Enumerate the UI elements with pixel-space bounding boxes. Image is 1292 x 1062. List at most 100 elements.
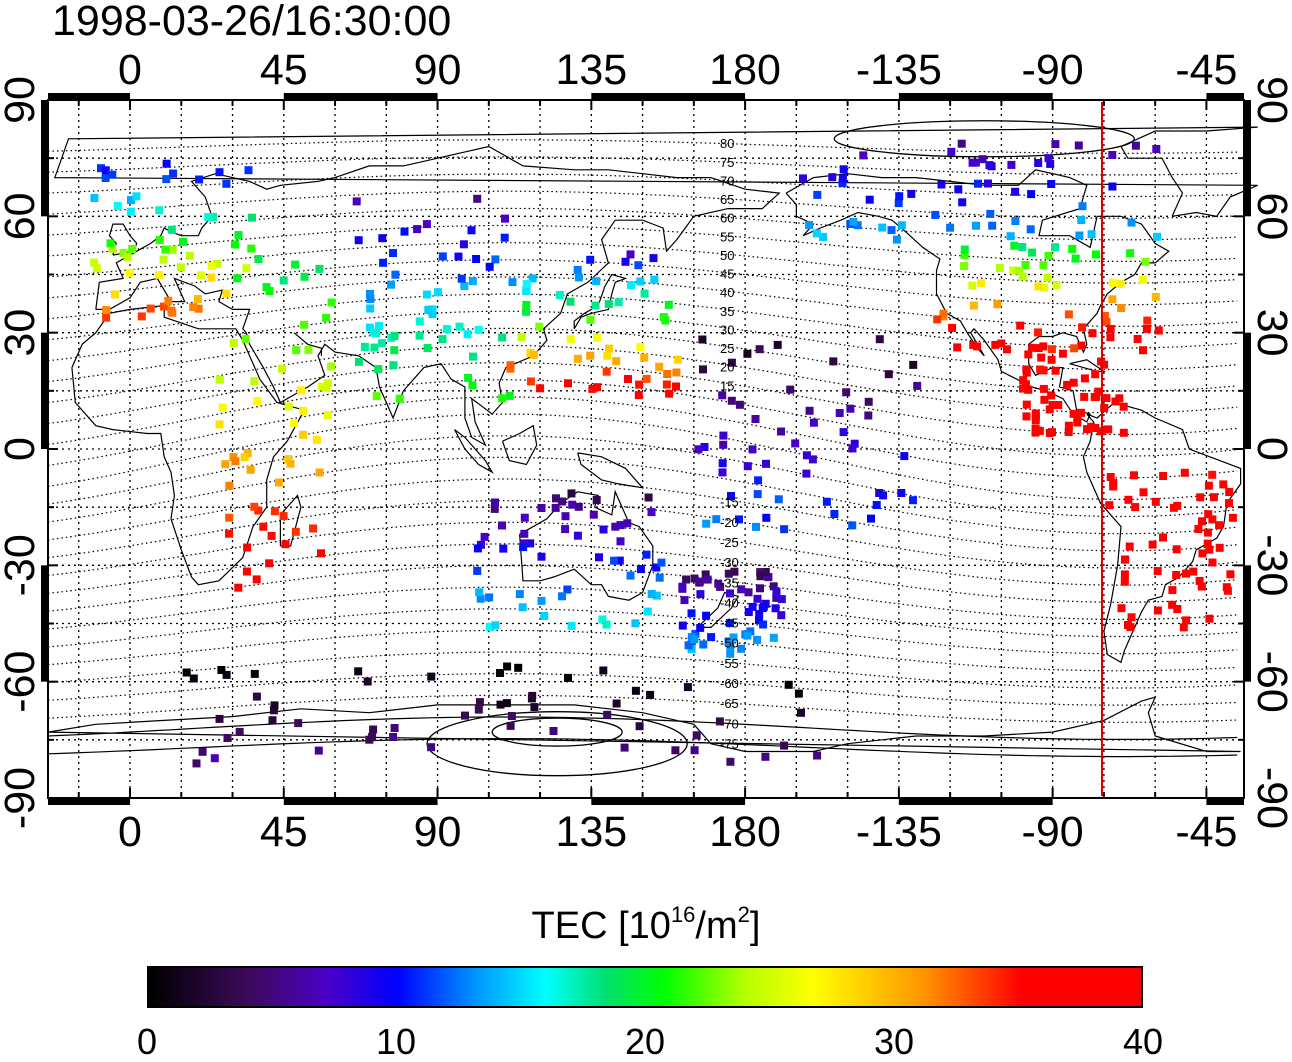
tec-cell	[218, 403, 227, 412]
tec-cell	[457, 274, 466, 283]
lon-tick-label-top: 180	[709, 46, 781, 94]
tec-cell	[872, 501, 881, 509]
tec-cell	[985, 161, 994, 170]
contour-line	[47, 413, 1238, 500]
colorbar-title: TEC [1016/m2]	[531, 902, 761, 948]
tec-cell	[680, 596, 689, 605]
tec-cell	[375, 322, 383, 331]
tec-cell	[284, 455, 293, 464]
tec-cell	[640, 289, 649, 298]
tec-cell	[262, 283, 271, 292]
tec-cell	[756, 584, 764, 593]
tec-cell	[895, 192, 904, 201]
tec-cell	[642, 550, 651, 559]
tec-cell	[1068, 244, 1077, 253]
tec-cell	[1080, 392, 1089, 401]
tec-cell	[1106, 325, 1115, 333]
tec-cell	[460, 282, 469, 290]
contour-label: 40	[720, 285, 734, 300]
tec-cell	[1142, 324, 1151, 333]
lat-tick-label-left: 30	[0, 309, 44, 357]
tec-cell	[536, 384, 545, 393]
tec-cell	[884, 370, 893, 379]
tec-cell	[1047, 180, 1056, 188]
tec-cell	[867, 514, 875, 523]
tec-cell	[476, 594, 485, 603]
tec-cell	[207, 262, 216, 271]
tec-cell	[1083, 425, 1091, 434]
tec-cell	[1208, 558, 1217, 567]
tec-cell	[748, 445, 757, 454]
tec-cell	[1125, 542, 1134, 551]
tec-cell	[737, 585, 746, 594]
tec-cell	[754, 476, 763, 485]
tec-cell	[428, 310, 437, 319]
tec-cell	[193, 295, 202, 303]
tec-cell	[438, 335, 447, 344]
tec-cell	[621, 257, 630, 266]
tec-cell	[1138, 276, 1147, 284]
tec-cell	[1034, 344, 1043, 353]
lat-tick-label-left: 90	[0, 76, 44, 124]
tec-cell	[1078, 202, 1087, 211]
coastline-newzealand	[696, 591, 740, 628]
tec-cell	[1203, 539, 1212, 548]
tec-cell	[515, 590, 524, 599]
tec-cell	[322, 313, 331, 322]
tec-cell	[270, 507, 279, 516]
tec-cell	[155, 236, 164, 245]
tec-cell	[1106, 473, 1115, 481]
tec-cell	[222, 179, 231, 188]
tec-cell	[900, 452, 909, 461]
tec-cell	[805, 406, 814, 415]
tec-cell	[1116, 279, 1125, 288]
contour-label: -75	[720, 737, 739, 752]
contour-line	[47, 156, 1238, 176]
tec-cell	[395, 394, 404, 403]
tec-cell	[1037, 353, 1046, 362]
tec-cell	[162, 175, 171, 184]
tec-cell	[1036, 365, 1045, 374]
tec-cell	[746, 627, 755, 636]
tec-cell	[222, 289, 231, 298]
tec-cell	[588, 384, 597, 393]
tec-cell	[1104, 425, 1113, 434]
tec-cell	[1131, 141, 1140, 150]
tec-cell	[887, 226, 896, 235]
contour-label: 35	[720, 304, 734, 319]
tec-cell	[374, 365, 383, 374]
tec-cell	[111, 290, 119, 299]
tec-cell	[988, 221, 997, 230]
tec-cell	[526, 539, 535, 548]
tec-cell	[756, 568, 765, 577]
tec-cell	[522, 307, 531, 316]
tec-cell	[626, 571, 635, 580]
tec-cell	[1007, 160, 1016, 169]
tec-cell	[1058, 349, 1067, 358]
tec-cell	[674, 355, 682, 364]
tec-cell	[753, 490, 762, 499]
tec-cell	[354, 236, 363, 245]
tec-cell	[652, 563, 661, 572]
contour-line	[47, 694, 1238, 723]
tec-cell	[616, 521, 625, 530]
tec-cell	[1040, 395, 1049, 404]
tec-cell	[752, 522, 760, 531]
tec-cell	[672, 368, 681, 377]
tec-cell	[1151, 292, 1160, 301]
tec-cell	[1179, 623, 1188, 632]
tec-cell	[90, 194, 99, 202]
tec-cell	[1225, 499, 1233, 508]
tec-cell	[498, 394, 507, 403]
tec-cell	[727, 492, 735, 500]
tec-cell	[1034, 328, 1042, 337]
tec-cell	[270, 701, 279, 710]
tec-cell	[1048, 428, 1056, 437]
tec-cell	[535, 322, 544, 331]
tec-cell	[1121, 555, 1130, 564]
tec-cell	[954, 185, 963, 194]
tec-cell	[1159, 533, 1167, 542]
tec-cell	[947, 147, 956, 156]
tec-cell	[1035, 426, 1044, 435]
tec-cell	[1109, 478, 1118, 487]
